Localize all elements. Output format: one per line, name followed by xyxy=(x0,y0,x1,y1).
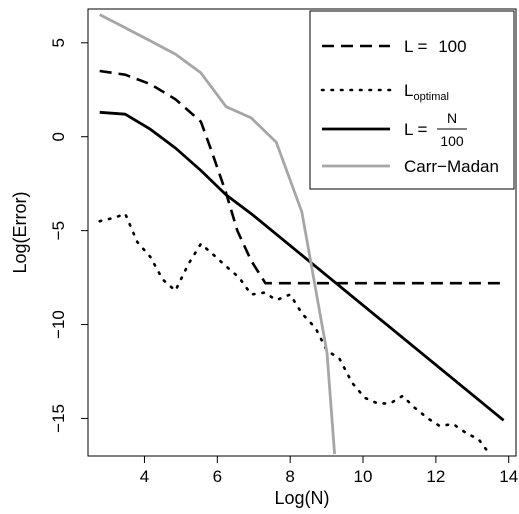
x-axis-label: Log(N) xyxy=(274,488,329,508)
axes-layer: 4 6 8 10 12 14 Log(N) 5 0 −5 −10 −15 Log(Error) xyxy=(10,38,518,508)
series-line-l100 xyxy=(99,69,504,285)
y-tick-label: −5 xyxy=(49,221,68,240)
x-tick-label: 10 xyxy=(354,467,373,486)
legend-label-lfrac-prefix: L = xyxy=(404,120,428,139)
legend-label-lfrac: L = N 100 xyxy=(404,110,467,149)
x-tick-label: 14 xyxy=(499,467,518,486)
legend-box xyxy=(309,10,515,190)
y-axis-label: Log(Error) xyxy=(10,191,30,273)
legend-label-carr: Carr−Madan xyxy=(404,157,499,176)
x-tick-label: 12 xyxy=(426,467,445,486)
plot-frame xyxy=(87,8,517,457)
series-line-lfrac xyxy=(99,110,505,422)
legend-label-lfrac-numerator: N xyxy=(447,110,457,126)
legend: L = 100 Loptimal L = N 100 Carr−Madan xyxy=(309,10,515,190)
x-tick-label: 4 xyxy=(140,467,149,486)
y-tick-label: −10 xyxy=(49,310,68,339)
y-axis: 5 0 −5 −10 −15 Log(Error) xyxy=(10,38,88,433)
legend-label-lfrac-denominator: 100 xyxy=(440,133,464,149)
series-line-carr xyxy=(99,13,336,455)
legend-label-l100: L = 100 xyxy=(404,37,467,56)
x-axis: 4 6 8 10 12 14 Log(N) xyxy=(140,456,518,508)
y-tick-label: 0 xyxy=(49,132,68,141)
plot-area xyxy=(87,8,517,457)
y-tick-label: 5 xyxy=(49,38,68,47)
series-layer xyxy=(98,13,505,455)
x-tick-label: 6 xyxy=(213,467,222,486)
series-line-loptimal xyxy=(98,212,489,452)
legend-label-loptimal: Loptimal xyxy=(404,81,449,103)
x-tick-label: 8 xyxy=(285,467,294,486)
y-tick-label: −15 xyxy=(49,404,68,433)
